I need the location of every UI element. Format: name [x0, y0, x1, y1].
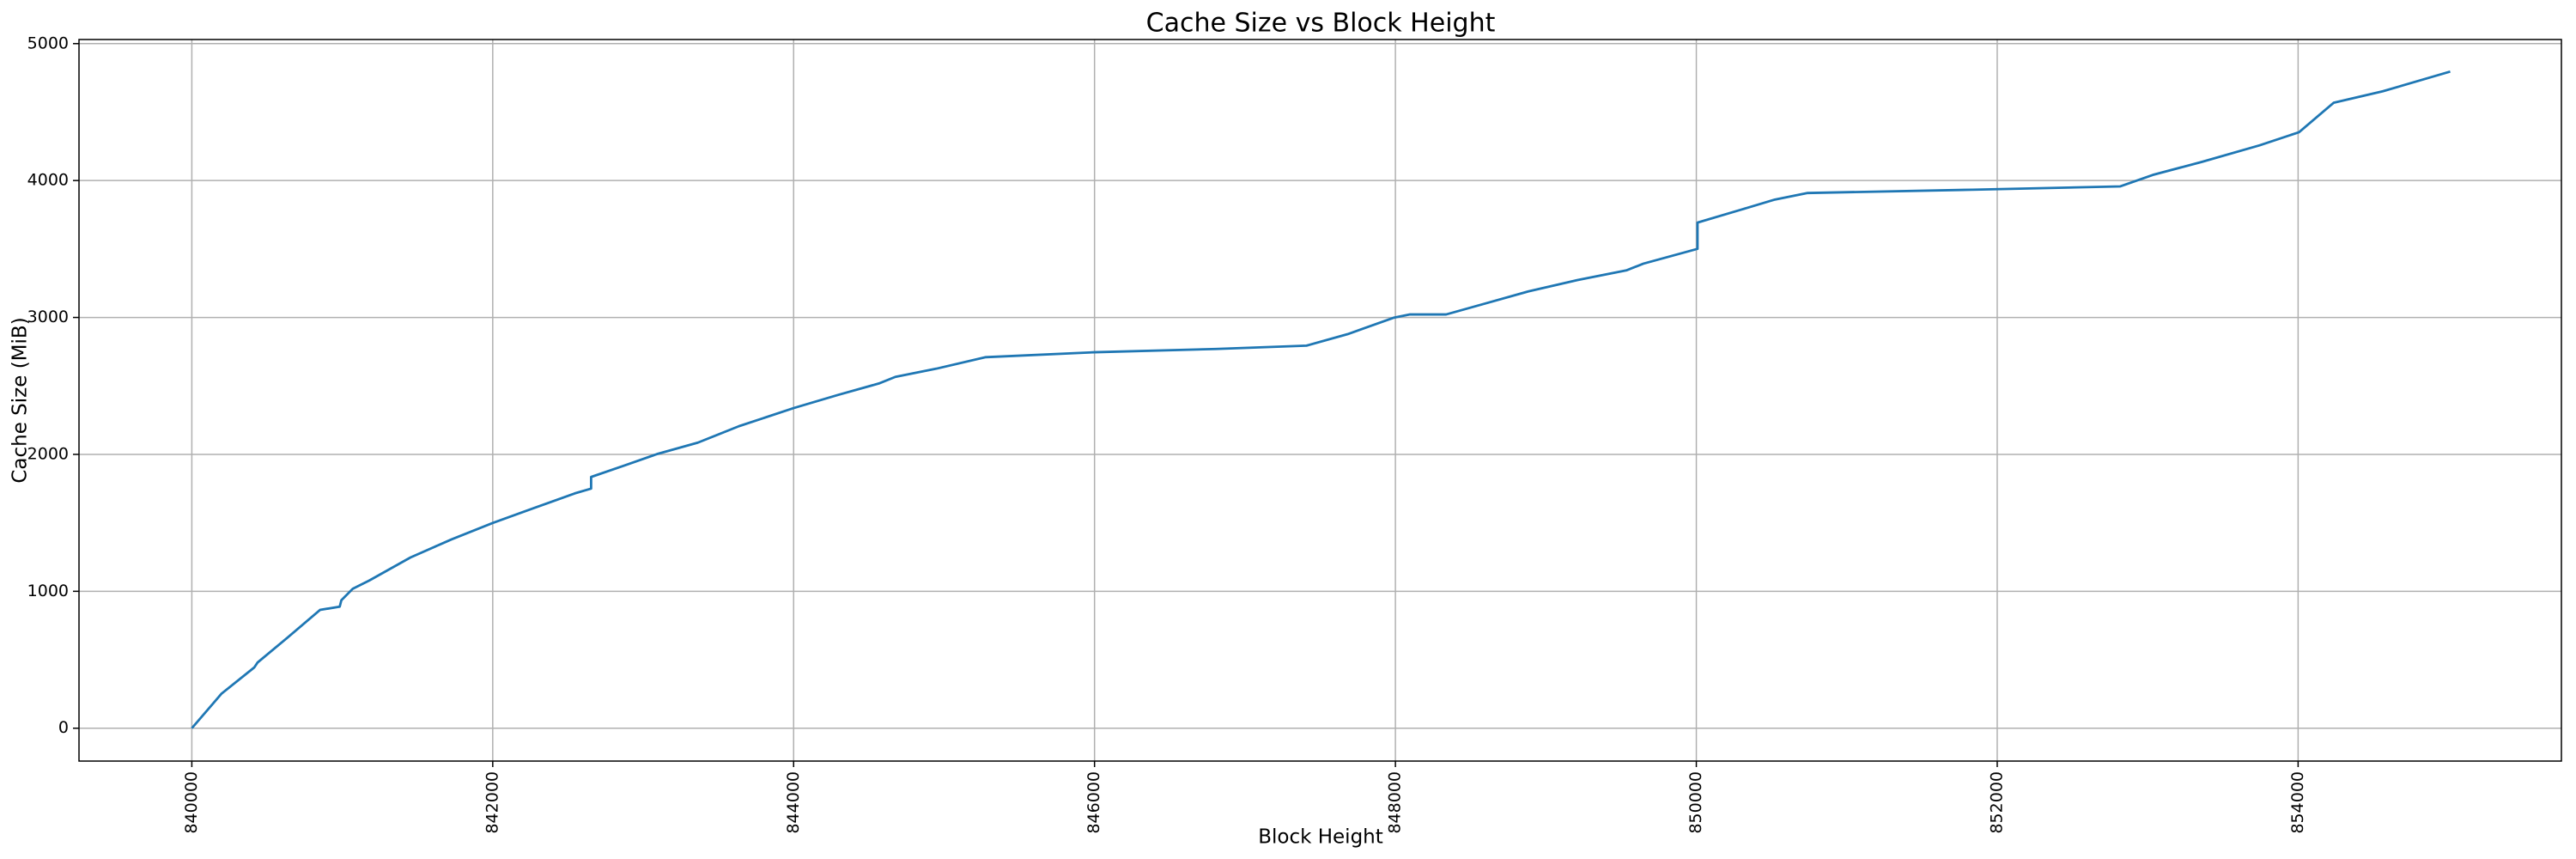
x-tick-label: 850000 — [1686, 771, 1705, 834]
chart-title: Cache Size vs Block Height — [1146, 9, 1496, 39]
x-tick-label: 846000 — [1084, 771, 1103, 834]
x-tick-label: 848000 — [1386, 771, 1405, 834]
y-tick-label: 2000 — [27, 444, 69, 463]
y-tick-label: 0 — [58, 718, 69, 737]
x-tick-label: 842000 — [483, 771, 501, 834]
plot-frame — [78, 39, 2562, 762]
y-tick-label: 1000 — [27, 582, 69, 600]
x-tick-label: 844000 — [784, 771, 803, 834]
y-tick-label: 4000 — [27, 171, 69, 190]
x-tick-label: 854000 — [2288, 771, 2307, 834]
y-tick-label: 5000 — [27, 34, 69, 52]
x-tick-label: 840000 — [182, 771, 201, 834]
x-axis-label: Block Height — [1258, 826, 1383, 849]
data-line — [191, 70, 2451, 729]
y-tick-label: 3000 — [27, 308, 69, 326]
x-tick-label: 852000 — [1987, 771, 2006, 834]
y-axis-label: Cache Size (MiB) — [9, 317, 32, 483]
